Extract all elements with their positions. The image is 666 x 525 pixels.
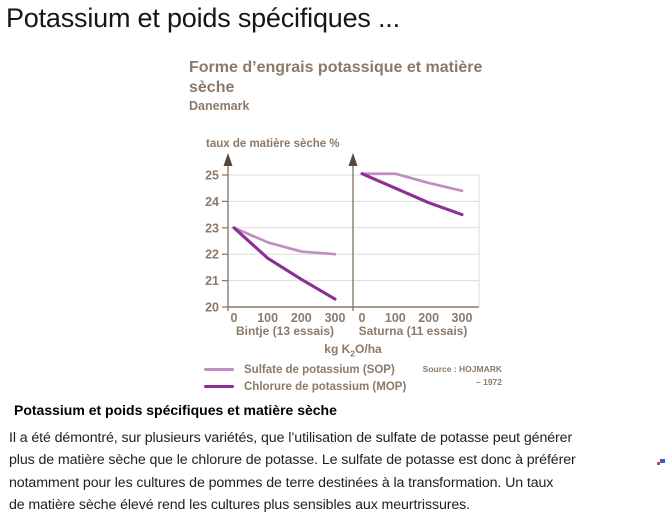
panel-label-saturna: Saturna (11 essais) — [358, 324, 468, 338]
y-tick-label: 21 — [205, 274, 219, 288]
y-tick-label: 24 — [205, 195, 219, 209]
x-tick-label: 200 — [291, 311, 312, 325]
x-tick-label: 0 — [231, 311, 238, 325]
y-axis-label: taux de matière sèche % — [206, 138, 340, 150]
y-tick-label: 20 — [205, 301, 219, 315]
mop-line-swatch — [204, 385, 234, 388]
series-line-panel2-sop — [360, 172, 464, 193]
page-title: Potassium et poids spécifiques ... — [6, 3, 400, 33]
y-tick-label: 23 — [205, 221, 219, 235]
body-line: notamment pour les cultures de pommes de… — [9, 474, 554, 491]
chart-title-line1: Forme d’engrais potassique et matière — [189, 59, 483, 76]
series-line-panel1-sop — [232, 226, 337, 256]
x-tick-label: 0 — [359, 311, 366, 325]
chart-subtitle: Danemark — [189, 99, 250, 113]
source-line1: Source : HOJMARK — [422, 364, 502, 374]
sop-line-swatch — [204, 368, 234, 371]
x-tick-label: 100 — [385, 311, 406, 325]
source-line2: – 1972 — [476, 376, 502, 387]
legend-label-mop: Chlorure de potassium (MOP) — [244, 380, 407, 393]
body-paragraph: Il a été démontré, sur plusieurs variété… — [9, 427, 576, 516]
pointer-artifact-blue — [660, 459, 665, 463]
pointer-artifact — [656, 458, 666, 466]
x-axis-label-prefix: kg K — [324, 342, 351, 356]
series-line-panel2-mop — [360, 172, 464, 217]
chart-figure: Forme d’engrais potassique et matière sè… — [188, 58, 520, 400]
x-tick-label: 200 — [418, 311, 439, 325]
legend-item-mop: Chlorure de potassium (MOP) — [204, 378, 406, 395]
body-line: plus de matière sèche que le chlorure de… — [9, 452, 576, 469]
legend-label-sop: Sulfate de potassium (SOP) — [244, 363, 395, 376]
body-line: de matière sèche élevé rend les cultures… — [9, 496, 471, 513]
x-axis-label: kg K2O/ha — [324, 342, 381, 358]
panel-label-bintje: Bintje (13 essais) — [235, 324, 335, 338]
y-tick-label: 22 — [205, 248, 219, 262]
series-line-panel1-mop — [232, 226, 337, 301]
x-tick-label: 100 — [257, 311, 278, 325]
chart-title: Forme d’engrais potassique et matière sè… — [189, 58, 482, 99]
chart-plot: 20 21 22 23 24 25 0 100 200 300 0 100 200 300 — [205, 153, 480, 325]
x-tick-label: 300 — [452, 311, 473, 325]
source-note: Source : HOJMARK – 1972 — [423, 363, 502, 389]
y-axis-arrow-2 — [348, 153, 358, 166]
chart-title-line2: sèche — [189, 79, 235, 97]
x-axis-label-subscript: 2 — [350, 348, 356, 359]
x-tick-label: 300 — [325, 311, 346, 325]
y-tick-label: 25 — [205, 169, 219, 183]
y-axis-arrow-1 — [223, 153, 233, 166]
body-line: Il a été démontré, sur plusieurs variété… — [9, 430, 573, 446]
pointer-artifact-red — [657, 462, 660, 465]
legend-item-sop: Sulfate de potassium (SOP) — [204, 361, 406, 378]
section-heading: Potassium et poids spécifiques et matièr… — [14, 402, 337, 418]
legend: Sulfate de potassium (SOP) Chlorure de p… — [204, 361, 406, 395]
x-axis-label-suffix: O/ha — [355, 342, 382, 356]
